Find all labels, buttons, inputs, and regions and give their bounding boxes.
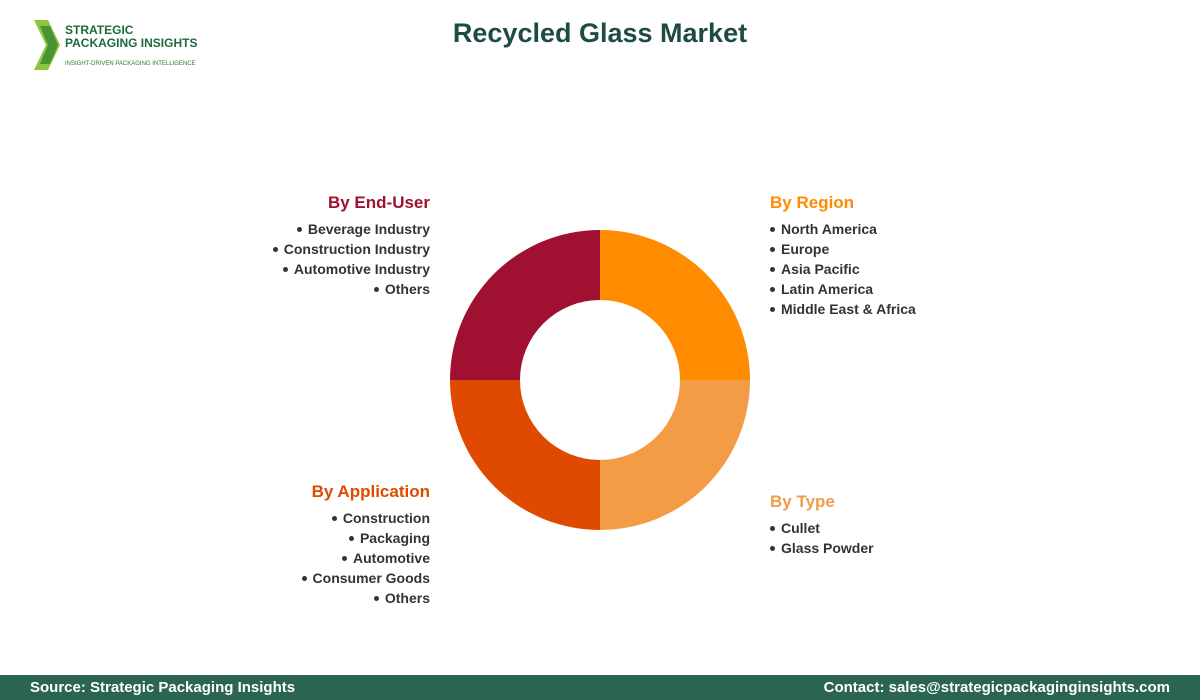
segment-group: By Type Cullet Glass Powder [770, 492, 1070, 558]
bullet [331, 515, 337, 521]
bullet [770, 286, 775, 292]
bullet [282, 266, 288, 272]
item-text: Packaging [359, 530, 430, 546]
segment-item: Others [130, 588, 430, 608]
item-text: Automotive [353, 550, 430, 566]
item-text: Construction Industry [283, 241, 430, 257]
footer-bar [0, 675, 1200, 700]
segment-item: Middle East & Africa [770, 299, 1070, 319]
logo-text: STRATEGIC PACKAGING INSIGHTS [65, 24, 197, 50]
segment-item: Cullet [770, 518, 1070, 538]
logo-tagline: INSIGHT-DRIVEN PACKAGING INTELLIGENCE [65, 61, 196, 67]
bullet [348, 535, 354, 541]
segment-item: Automotive [130, 548, 430, 568]
bullet [373, 286, 379, 292]
segment-heading: By Application [311, 482, 430, 501]
segment-group: By Region North America Europe Asia Pacific… [770, 193, 1070, 319]
segment-heading: By End-User [327, 193, 430, 212]
bullet [272, 246, 278, 252]
bullet [770, 525, 775, 531]
bullet [770, 246, 775, 252]
item-text: Latin America [781, 281, 874, 297]
segment-item: Asia Pacific [770, 259, 1070, 279]
donut-segment [600, 380, 750, 530]
logo-line: STRATEGIC [65, 23, 134, 37]
item-text: Construction [342, 510, 430, 526]
segment-heading: By Type [770, 492, 835, 511]
bullet [770, 226, 775, 232]
item-text: North America [781, 221, 877, 237]
donut-segment [450, 230, 600, 380]
segment-item: Europe [770, 239, 1070, 259]
footer-contact: Contact: sales@strategicpackaginginsight… [823, 679, 1170, 696]
segment-item: Automotive Industry [130, 259, 430, 279]
segment-item: Construction Industry [130, 239, 430, 259]
footer-source: Source: Strategic Packaging Insights [30, 679, 296, 696]
segment-item: Latin America [770, 279, 1070, 299]
segment-heading: By Region [770, 193, 855, 212]
item-text: Beverage Industry [307, 221, 430, 237]
item-text: Asia Pacific [781, 261, 860, 277]
bullet [770, 306, 775, 312]
item-text: Europe [781, 241, 830, 257]
donut-segment [600, 230, 750, 380]
bullet [770, 545, 775, 551]
segment-item: Beverage Industry [130, 219, 430, 239]
item-text: Cullet [781, 520, 820, 536]
bullet [770, 266, 775, 272]
segment-item: Consumer Goods [130, 568, 430, 588]
item-text: Others [384, 590, 430, 606]
item-text: Consumer Goods [312, 570, 430, 586]
item-text: Glass Powder [781, 540, 874, 556]
segment-group: By Application Construction Packaging Autom… [130, 482, 430, 608]
logo-chevron [34, 20, 60, 70]
item-text: Others [384, 281, 430, 297]
segment-item: Construction [130, 508, 430, 528]
title: Recycled Glass Market [452, 18, 748, 48]
bullet [373, 595, 379, 601]
item-text: Middle East & Africa [781, 301, 916, 317]
donut-segment [450, 380, 600, 530]
bullet [342, 555, 347, 561]
segment-item: Others [130, 279, 430, 299]
bullet [296, 226, 302, 232]
segment-group: By End-User Beverage Industry Construction… [130, 193, 430, 299]
logo-chevron [40, 26, 58, 64]
logo-line: PACKAGING INSIGHTS [65, 36, 198, 50]
segment-item: Packaging [130, 528, 430, 548]
segment-item: Glass Powder [770, 538, 1070, 558]
item-text: Automotive Industry [293, 261, 430, 277]
bullet [301, 575, 307, 581]
segment-item: North America [770, 219, 1070, 239]
